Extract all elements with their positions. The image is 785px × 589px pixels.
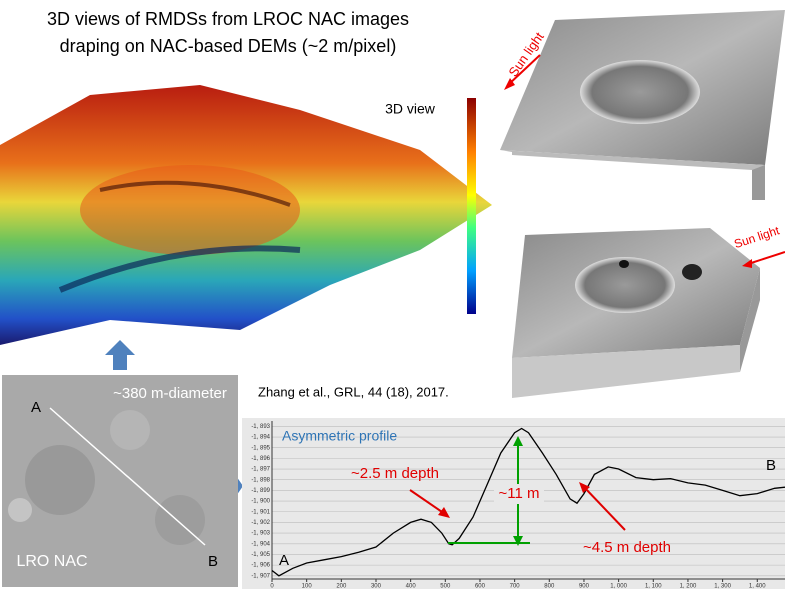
title-line: draping on NAC-based DEMs (~2 m/pixel) (60, 36, 397, 56)
profile-line (271, 427, 785, 577)
annotation: B (766, 457, 776, 474)
arrow (105, 340, 135, 370)
x-tick-label: 600 (475, 584, 486, 589)
y-tick-label: -1, 897 (251, 467, 270, 473)
citation: Zhang et al., GRL, 44 (18), 2017. (258, 384, 449, 399)
y-tick-label: -1, 899 (251, 488, 270, 494)
y-tick-label: -1, 896 (251, 456, 270, 462)
annotation: ~11 m (499, 485, 540, 502)
arrowhead (438, 507, 450, 518)
y-tick-label: -1, 895 (251, 445, 270, 451)
x-tick-label: 900 (579, 584, 590, 589)
y-tick-label: -1, 904 (251, 541, 270, 547)
y-tick-label: -1, 900 (251, 499, 270, 505)
x-tick-label: 700 (510, 584, 521, 589)
annotation: ~4.5 m depth (583, 539, 671, 556)
terrain-block (512, 228, 785, 398)
x-tick-label: 1, 300 (714, 584, 731, 589)
point-label: B (208, 553, 218, 570)
arrowhead (513, 536, 523, 546)
y-tick-label: -1, 907 (251, 573, 270, 579)
x-tick-label: 100 (302, 584, 313, 589)
y-tick-label: -1, 893 (251, 424, 270, 430)
y-tick-label: -1, 901 (251, 509, 270, 515)
x-tick-label: 1, 000 (610, 584, 627, 589)
view-label: 3D view (385, 101, 436, 117)
point-label: A (31, 399, 41, 416)
nac-image (2, 375, 238, 587)
y-tick-label: -1, 905 (251, 552, 270, 558)
dem-3d-view (0, 85, 492, 345)
y-tick-label: -1, 902 (251, 520, 270, 526)
arrowhead (513, 436, 523, 446)
sun-light-label: Sun light (732, 223, 781, 251)
annotation: A (279, 552, 289, 569)
y-tick-label: -1, 898 (251, 477, 270, 483)
x-tick-label: 200 (336, 584, 347, 589)
y-tick-label: -1, 903 (251, 531, 270, 537)
x-tick-label: 300 (371, 584, 382, 589)
annotation: ~2.5 m depth (351, 465, 439, 482)
y-tick-label: -1, 906 (251, 563, 270, 569)
x-tick-label: 1, 400 (749, 584, 766, 589)
title-line: 3D views of RMDSs from LROC NAC images (47, 9, 409, 29)
y-tick-label: -1, 894 (251, 435, 270, 441)
x-tick-label: 0 (270, 584, 274, 589)
caption: LRO NAC (16, 553, 87, 570)
chart-title: Asymmetric profile (282, 428, 397, 444)
terrain-block (500, 10, 785, 200)
arrow (583, 486, 626, 531)
x-tick-label: 800 (544, 584, 555, 589)
arrow (409, 489, 446, 515)
x-tick-label: 1, 200 (680, 584, 697, 589)
label-bg (494, 484, 544, 504)
arrowhead (579, 482, 590, 493)
diameter-label: ~380 m-diameter (113, 385, 227, 402)
x-tick-label: 1, 100 (645, 584, 662, 589)
x-tick-label: 400 (406, 584, 417, 589)
x-tick-label: 500 (440, 584, 451, 589)
